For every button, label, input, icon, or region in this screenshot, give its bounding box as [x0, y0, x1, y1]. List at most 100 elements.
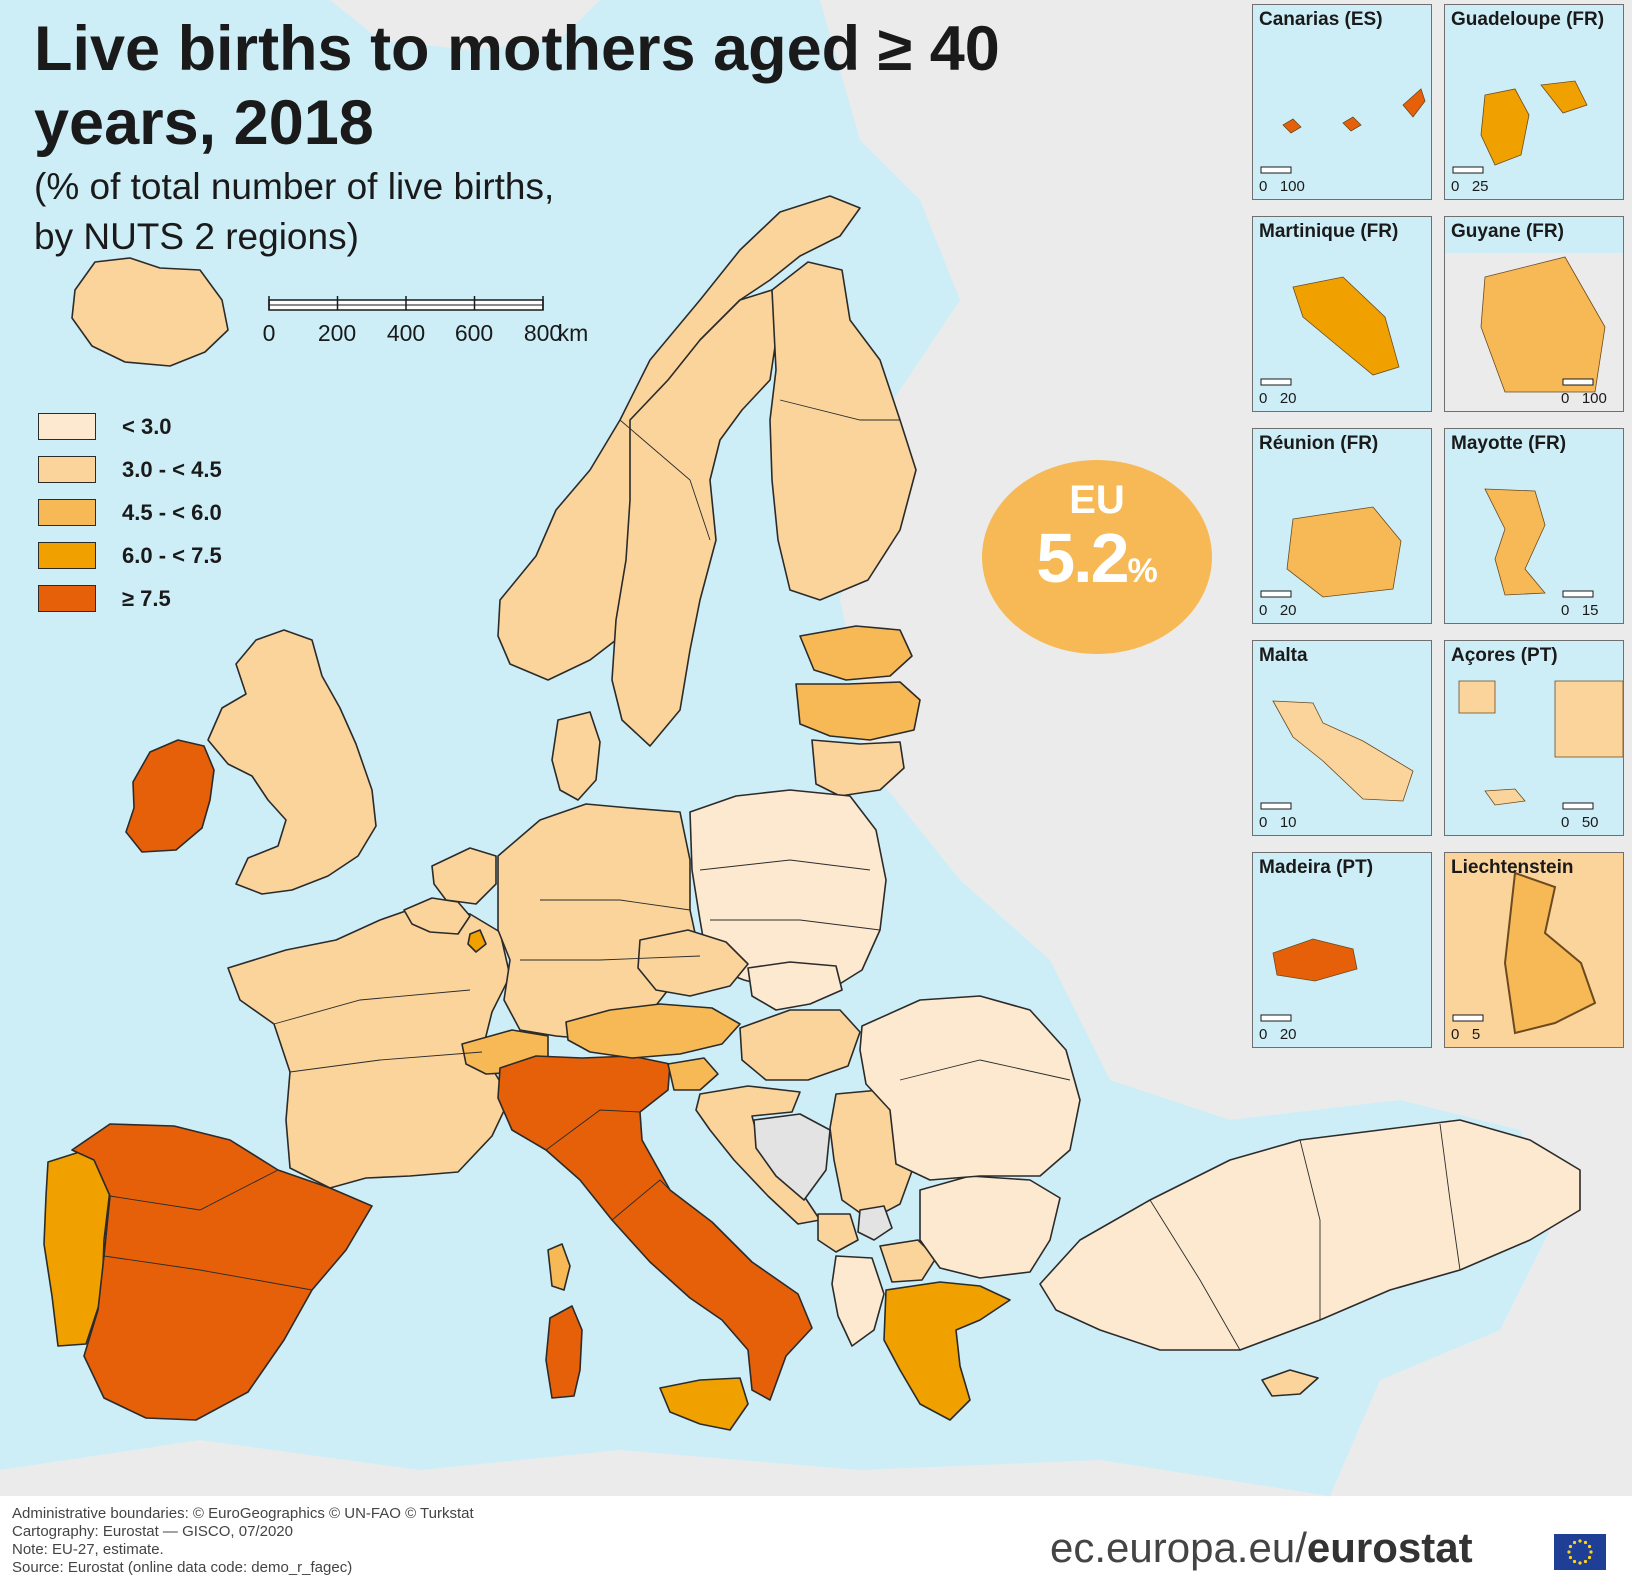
region-sweden [611, 289, 777, 747]
inset-scale-labels: 0 50 [1561, 814, 1599, 831]
inset-malta: Malta 0 10 [1252, 640, 1432, 836]
nuts-boundary [619, 419, 711, 541]
legend-swatch [38, 542, 96, 569]
inset-scale-labels: 0 25 [1451, 178, 1489, 195]
region-iceland [71, 257, 229, 367]
legend-swatch [38, 413, 96, 440]
region-turkey [1039, 1119, 1581, 1351]
inset-scale-bar [1452, 1014, 1484, 1022]
legend-item: ≥ 7.5 [38, 584, 222, 613]
region-luxembourg [467, 929, 487, 953]
scale-label-600: 600 [454, 320, 494, 346]
legend-label: < 3.0 [122, 413, 172, 439]
inset-scale-bar [1562, 802, 1594, 810]
nuts-boundary [289, 1051, 483, 1073]
inset-region [1503, 871, 1597, 1035]
region-bulgaria [919, 1175, 1061, 1279]
inset-scale-bar [1260, 802, 1292, 810]
nuts-boundary [710, 919, 881, 931]
inset-scale-bar [1452, 166, 1484, 174]
nuts-boundary [540, 899, 691, 911]
inset-title: Mayotte (FR) [1451, 433, 1567, 454]
eu-average-value: 5.2% [982, 518, 1212, 598]
star-icon [1568, 1555, 1573, 1560]
inset-scale-labels: 0 100 [1259, 178, 1305, 195]
inset-title: Martinique (FR) [1259, 221, 1399, 242]
scale-label-800: 800 [523, 320, 563, 346]
region-slovakia [747, 961, 843, 1011]
eu-average-badge: EU 5.2% [982, 460, 1212, 654]
legend-item: 4.5 - < 6.0 [38, 498, 222, 527]
inset-guadeloupe-fr: Guadeloupe (FR) 0 25 [1444, 4, 1624, 200]
nuts-boundary [520, 955, 701, 961]
star-icon [1567, 1550, 1571, 1554]
eu-average-number: 5.2 [1036, 519, 1129, 597]
star-icon [1589, 1550, 1593, 1554]
inset-title: Guadeloupe (FR) [1451, 9, 1605, 30]
inset-region [1282, 88, 1426, 134]
footer-notes: Administrative boundaries: © EuroGeograp… [12, 1505, 474, 1577]
eu-stars-icon [1567, 1539, 1593, 1565]
inset-map [1445, 253, 1623, 411]
inset-region [1480, 256, 1606, 393]
region-croatia [695, 1085, 821, 1225]
region-united-kingdom [207, 629, 377, 895]
inset-r-union-fr: Réunion (FR) 0 20 [1252, 428, 1432, 624]
inset-scale-bar [1260, 1014, 1292, 1022]
region-kosovo [857, 1205, 893, 1241]
inset-map [1484, 488, 1594, 598]
nuts-boundary [779, 399, 900, 421]
region-slovenia [667, 1057, 719, 1091]
eu-flag-logo [1554, 1534, 1606, 1570]
inset-region [1480, 80, 1588, 166]
inset-map [1458, 680, 1623, 810]
footer-line: Note: EU-27, estimate. [12, 1541, 164, 1558]
region-belgium [403, 897, 471, 935]
star-icon [1572, 1559, 1577, 1564]
star-icon [1578, 1539, 1582, 1543]
inset-map [1260, 938, 1358, 1022]
scale-label-400: 400 [386, 320, 426, 346]
inset-title: Malta [1259, 645, 1308, 666]
region-denmark [551, 711, 601, 801]
inset-region [1458, 680, 1623, 806]
star-icon [1578, 1561, 1582, 1565]
nuts-boundary [109, 1169, 279, 1211]
inset-scale-labels: 0 100 [1561, 390, 1607, 407]
inset-scale-bar [1260, 590, 1292, 598]
inset-map [1260, 506, 1402, 598]
star-icon [1583, 1559, 1588, 1564]
legend-swatch [38, 456, 96, 483]
region-czechia [637, 929, 749, 997]
region-spain [71, 1123, 373, 1421]
region-france [227, 905, 511, 1189]
inset-map [1452, 80, 1588, 174]
legend-item: 3.0 - < 4.5 [38, 455, 222, 484]
scale-label-0: 0 [262, 320, 276, 346]
page-subtitle: (% of total number of live births, by NU… [34, 162, 554, 262]
legend: < 3.0 3.0 - < 4.5 4.5 - < 6.0 6.0 - < 7.… [38, 412, 222, 627]
inset-scale-bar [1562, 590, 1594, 598]
star-icon [1572, 1540, 1577, 1545]
legend-swatch [38, 585, 96, 612]
inset-scale-labels: 0 20 [1259, 390, 1297, 407]
inset-guyane-fr: Guyane (FR) 0 100 [1444, 216, 1624, 412]
nuts-boundary [1149, 1199, 1241, 1351]
star-icon [1583, 1540, 1588, 1545]
region-corse [547, 1243, 571, 1291]
inset-canarias-es: Canarias (ES) 0 100 [1252, 4, 1432, 200]
footer-line: Administrative boundaries: © EuroGeograp… [12, 1505, 474, 1522]
non-eu-land-africa [0, 1440, 1330, 1496]
legend-label: 4.5 - < 6.0 [122, 499, 222, 525]
legend-item: 6.0 - < 7.5 [38, 541, 222, 570]
region-finland [769, 261, 917, 601]
inset-map [1260, 276, 1400, 386]
inset-region [1286, 506, 1402, 598]
region-austria [565, 1003, 741, 1059]
nuts-boundary [699, 859, 871, 871]
brand-prefix: ec.europa.eu/ [1050, 1524, 1307, 1571]
region-greece [883, 1281, 1011, 1421]
nuts-boundary [273, 989, 471, 1025]
region-ireland [125, 739, 215, 853]
inset-scale-bar [1562, 378, 1594, 386]
